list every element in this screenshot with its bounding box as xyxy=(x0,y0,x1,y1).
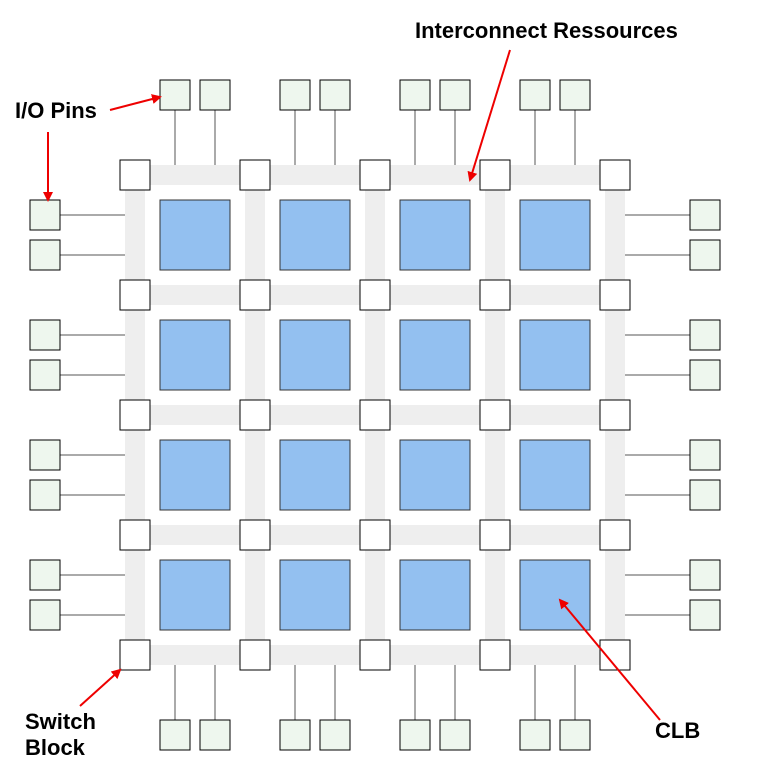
clb-block xyxy=(279,439,351,511)
clb-block xyxy=(519,559,591,631)
switch-block xyxy=(479,519,511,551)
clb-block xyxy=(159,199,231,271)
clb-block xyxy=(399,319,471,391)
io-pin-right xyxy=(689,599,721,631)
switch-block xyxy=(599,279,631,311)
switch-block xyxy=(359,639,391,671)
switch-block-label-line2: Block xyxy=(25,735,86,760)
switch-block xyxy=(239,159,271,191)
annotation-arrows xyxy=(43,49,661,721)
switch-block xyxy=(359,519,391,551)
clb-block xyxy=(279,559,351,631)
io-pin-bottom xyxy=(159,719,191,751)
clb-label: CLB xyxy=(655,718,700,743)
io-pin-right xyxy=(689,199,721,231)
io-pin-top xyxy=(159,79,191,111)
clb-arrow xyxy=(558,598,661,721)
clb-block xyxy=(159,559,231,631)
clb-block xyxy=(519,199,591,271)
io-pin-right xyxy=(689,319,721,351)
clb-block xyxy=(159,319,231,391)
io-pin-left xyxy=(29,239,61,271)
io-pin-left xyxy=(29,319,61,351)
switch-block xyxy=(119,399,151,431)
io-pin-left xyxy=(29,439,61,471)
io-pin-right xyxy=(689,239,721,271)
switch-block xyxy=(479,279,511,311)
switch-block-arrow xyxy=(79,668,122,707)
switch-block xyxy=(119,159,151,191)
io-pin-bottom xyxy=(519,719,551,751)
io-pin-right xyxy=(689,479,721,511)
io-pin-top xyxy=(279,79,311,111)
io-pin-bottom xyxy=(559,719,591,751)
clb-array xyxy=(159,199,591,631)
switch-block xyxy=(119,519,151,551)
io-pin-bottom xyxy=(399,719,431,751)
interconnect-label: Interconnect Ressources xyxy=(415,18,678,43)
clb-block xyxy=(159,439,231,511)
io-pin-left xyxy=(29,359,61,391)
io-pins xyxy=(29,79,721,751)
io-pin-top xyxy=(319,79,351,111)
io-pin-bottom xyxy=(319,719,351,751)
clb-block xyxy=(519,439,591,511)
io-pin-right xyxy=(689,559,721,591)
io-pin-top xyxy=(439,79,471,111)
io-pin-bottom xyxy=(279,719,311,751)
io-pin-right xyxy=(689,359,721,391)
io-pin-top xyxy=(519,79,551,111)
switch-blocks xyxy=(119,159,631,671)
clb-block xyxy=(519,319,591,391)
switch-block xyxy=(479,399,511,431)
switch-block xyxy=(239,399,271,431)
io-pin-bottom xyxy=(199,719,231,751)
io-pin-left xyxy=(29,199,61,231)
switch-block xyxy=(359,159,391,191)
switch-block xyxy=(359,399,391,431)
switch-block xyxy=(239,519,271,551)
io-pin-right xyxy=(689,439,721,471)
switch-block xyxy=(599,519,631,551)
io-pin-top xyxy=(199,79,231,111)
clb-block xyxy=(279,199,351,271)
switch-block xyxy=(239,279,271,311)
clb-block xyxy=(279,319,351,391)
io-pin-top xyxy=(559,79,591,111)
io-pin-top xyxy=(399,79,431,111)
switch-block xyxy=(599,399,631,431)
switch-block-label-line1: Switch xyxy=(25,709,96,734)
switch-block xyxy=(479,159,511,191)
switch-block xyxy=(479,639,511,671)
io-pins-arrow-right xyxy=(109,94,162,111)
interconnect-arrow xyxy=(467,49,511,182)
switch-block xyxy=(239,639,271,671)
io-wires xyxy=(60,110,690,720)
switch-block xyxy=(599,159,631,191)
io-pins-label: I/O Pins xyxy=(15,98,97,123)
clb-block xyxy=(399,199,471,271)
clb-block xyxy=(399,439,471,511)
switch-block xyxy=(119,639,151,671)
io-pin-left xyxy=(29,559,61,591)
io-pin-left xyxy=(29,479,61,511)
switch-block xyxy=(359,279,391,311)
switch-block xyxy=(119,279,151,311)
io-pin-left xyxy=(29,599,61,631)
io-pin-bottom xyxy=(439,719,471,751)
clb-block xyxy=(399,559,471,631)
